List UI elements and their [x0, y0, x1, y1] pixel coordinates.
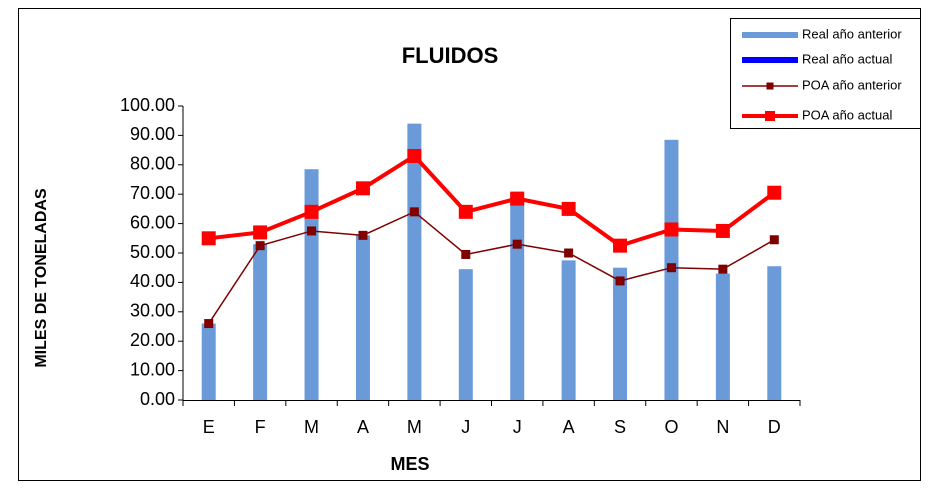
marker — [564, 248, 574, 258]
marker — [666, 263, 676, 273]
marker — [307, 226, 317, 236]
marker — [355, 181, 370, 196]
marker — [561, 201, 576, 216]
x-tick-label: F — [255, 417, 266, 437]
marker — [358, 230, 368, 240]
x-tick-label: M — [407, 417, 422, 437]
x-tick-label: J — [513, 417, 522, 437]
marker — [510, 191, 525, 206]
marker — [407, 148, 422, 163]
y-tick-label: 60.00 — [130, 212, 175, 232]
marker — [461, 249, 471, 259]
y-tick-label: 100.00 — [120, 95, 175, 115]
x-axis-label: MES — [390, 454, 429, 474]
line — [208, 153, 776, 248]
marker — [613, 238, 628, 253]
marker — [767, 185, 782, 200]
y-tick-label: 70.00 — [130, 183, 175, 203]
chart-title: FLUIDOS — [402, 43, 499, 68]
marker — [615, 276, 625, 286]
marker — [409, 207, 419, 217]
bar — [561, 260, 576, 400]
y-tick-label: 40.00 — [130, 271, 175, 291]
bar — [458, 269, 473, 400]
legend-label: POA año anterior — [802, 77, 902, 92]
marker — [253, 225, 268, 240]
marker — [769, 235, 779, 245]
marker — [458, 204, 473, 219]
bar — [613, 267, 628, 400]
legend-label: Real año actual — [802, 51, 892, 66]
bar — [407, 123, 422, 400]
bar — [201, 323, 216, 400]
marker — [201, 231, 216, 246]
legend-swatch — [742, 57, 798, 63]
legend-marker — [765, 111, 775, 121]
bar — [715, 273, 730, 400]
line — [208, 210, 775, 324]
x-tick-label: N — [716, 417, 729, 437]
legend-label: POA año actual — [802, 107, 892, 122]
y-tick-label: 0.00 — [140, 389, 175, 409]
bar — [253, 244, 268, 400]
marker — [718, 264, 728, 274]
x-tick-label: E — [203, 417, 215, 437]
x-tick-label: J — [461, 417, 470, 437]
y-tick-label: 20.00 — [130, 330, 175, 350]
legend-swatch — [742, 32, 798, 38]
bar — [355, 235, 370, 400]
y-tick-label: 30.00 — [130, 301, 175, 321]
marker — [304, 204, 319, 219]
bar — [510, 192, 525, 400]
x-tick-label: S — [614, 417, 626, 437]
y-tick-label: 80.00 — [130, 154, 175, 174]
x-tick-label: O — [664, 417, 678, 437]
marker — [664, 222, 679, 237]
x-tick-label: A — [357, 417, 369, 437]
marker — [204, 319, 214, 329]
bar — [304, 169, 319, 400]
y-tick-label: 50.00 — [130, 242, 175, 262]
marker — [255, 241, 265, 251]
bar — [767, 266, 782, 400]
x-tick-label: M — [304, 417, 319, 437]
marker — [512, 239, 522, 249]
marker — [715, 223, 730, 238]
legend-marker — [766, 82, 774, 90]
x-tick-label: D — [768, 417, 781, 437]
y-tick-label: 90.00 — [130, 124, 175, 144]
y-axis-label: MILES DE TONELADAS — [33, 188, 50, 368]
x-tick-label: A — [563, 417, 575, 437]
y-tick-label: 10.00 — [130, 359, 175, 379]
legend-label: Real año anterior — [802, 26, 902, 41]
